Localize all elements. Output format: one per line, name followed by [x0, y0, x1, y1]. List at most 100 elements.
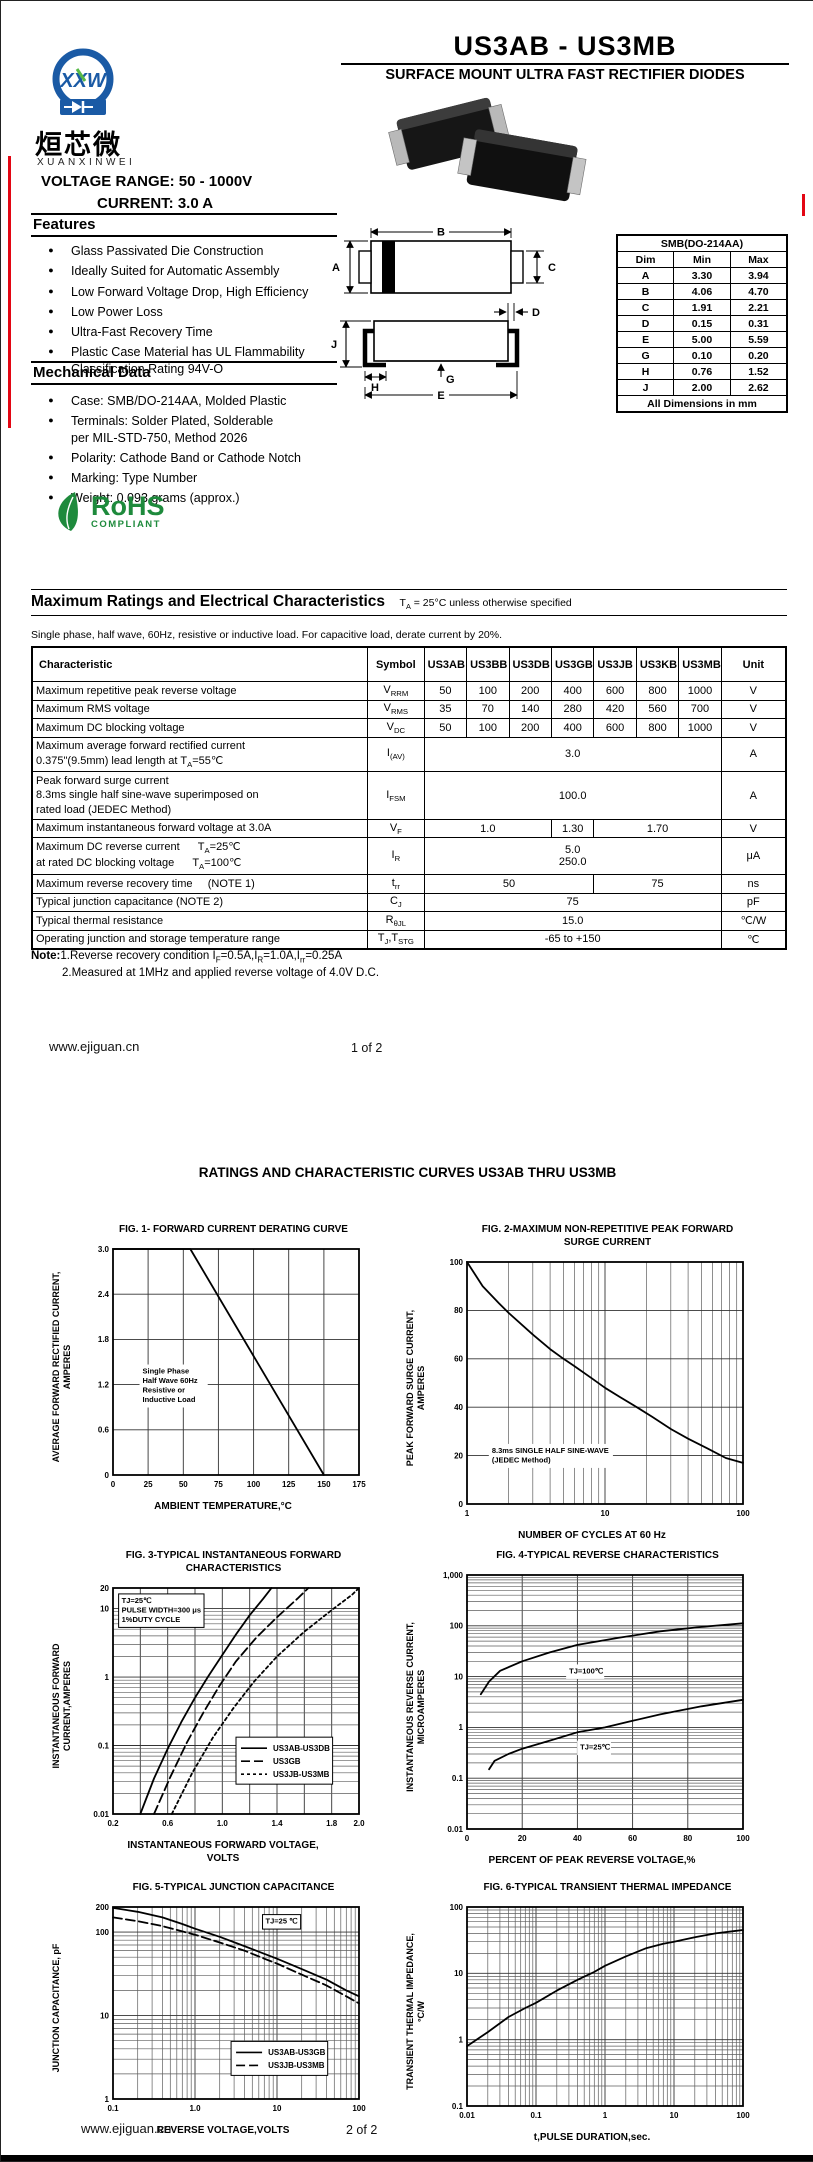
package-outline-diagram: B A C D J G: [331, 227, 556, 403]
figure-y-axis-label: JUNCTION CAPACITANCE, pF: [51, 1943, 61, 2073]
ratings-heading: Maximum Ratings and Electrical Character…: [31, 593, 386, 610]
page-bottom-rule: [1, 2155, 813, 2161]
mechanical-heading: Mechanical Data: [31, 361, 337, 385]
ratings-col-header: US3KB: [635, 646, 680, 682]
svg-text:100: 100: [736, 2111, 750, 2120]
figure-x-axis-label: AMBIENT TEMPERATURE,°C: [154, 1501, 292, 1512]
svg-text:1.0: 1.0: [217, 1819, 229, 1828]
dim-label-G: G: [446, 374, 455, 386]
svg-text:1.2: 1.2: [98, 1380, 110, 1389]
footer-website: www.ejiguan.cn: [81, 2121, 172, 2136]
svg-text:80: 80: [683, 1834, 692, 1843]
svg-text:1.8: 1.8: [326, 1819, 338, 1828]
svg-text:US3AB-US3GB: US3AB-US3GB: [268, 2048, 326, 2057]
bullet-item: ● Plastic Case Material has UL Flammabili…: [31, 344, 341, 377]
footnote-1: Note:1.Reverse recovery condition IF=0.5…: [31, 950, 343, 965]
figure-6-transient-thermal-impedance: FIG. 6-TYPICAL TRANSIENT THERMAL IMPEDAN…: [403, 1881, 788, 2145]
title-underline: [341, 63, 789, 65]
svg-text:0.01: 0.01: [93, 1810, 109, 1819]
dim-label-E: E: [437, 390, 444, 402]
svg-text:0: 0: [465, 1834, 470, 1843]
ratings-col-header: US3JB: [593, 646, 637, 682]
svg-text:1: 1: [105, 2095, 110, 2104]
svg-text:10: 10: [454, 1672, 463, 1681]
page-1: XXW 烜芯微 XUANXINWEI US3AB - US3MB SURFACE…: [1, 1, 813, 1081]
ratings-heading-block: Maximum Ratings and Electrical Character…: [31, 589, 787, 617]
figure-y-axis-label: PEAK FORWARD SURGE CURRENT, AMPERES: [405, 1309, 426, 1467]
svg-text:150: 150: [317, 1480, 331, 1489]
ratings-col-header: US3GB: [550, 646, 595, 682]
brand-name-latin: XUANXINWEI: [37, 157, 136, 168]
ratings-col-header: Unit: [720, 646, 787, 682]
dim-label-H: H: [371, 382, 379, 394]
svg-text:50: 50: [179, 1480, 188, 1489]
svg-text:TJ=25℃: TJ=25℃: [580, 1743, 610, 1752]
svg-text:100: 100: [450, 1622, 464, 1631]
svg-text:10: 10: [670, 2111, 679, 2120]
figure-title: FIG. 6-TYPICAL TRANSIENT THERMAL IMPEDAN…: [483, 1882, 732, 1893]
page-title: US3AB - US3MB: [453, 31, 677, 61]
bullet-icon: ●: [48, 265, 54, 276]
figure-1-forward-current-derating: FIG. 1- FORWARD CURRENT DERATING CURVE A…: [49, 1223, 394, 1514]
ratings-row: Typical junction capacitance (NOTE 2) CJ 7…: [31, 892, 787, 913]
dim-label-J: J: [331, 339, 337, 351]
figure-2-peak-forward-surge-current: FIG. 2-MAXIMUM NON-REPETITIVE PEAK FORWA…: [403, 1223, 788, 1543]
svg-text:1: 1: [465, 1509, 470, 1518]
bullet-item: ● Weight: 0.093 grams (approx.): [31, 490, 341, 506]
svg-text:0.1: 0.1: [452, 2102, 464, 2111]
svg-text:175: 175: [352, 1480, 366, 1489]
dims-col-header: Dim: [616, 251, 675, 268]
svg-text:US3GB: US3GB: [273, 1757, 301, 1766]
svg-text:100: 100: [450, 1903, 464, 1912]
figure-y-axis-label: TRANSIENT THERMAL IMPEDANCE, °C/W: [405, 1933, 426, 2090]
figure-chart: 0.2 0.6 1.0 1.4 1.8 2.0 0.01 0.1 1 10 20 TJ=25℃PULS…: [93, 1584, 365, 1828]
ratings-row: Maximum repetitive peak reverse voltage V…: [31, 681, 787, 701]
svg-text:8.3ms SINGLE HALF SINE-WAVE: 8.3ms SINGLE HALF SINE-WAVE: [492, 1446, 609, 1455]
dims-row: A 3.30 3.94: [616, 267, 788, 284]
svg-text:(JEDEC Method): (JEDEC Method): [492, 1455, 551, 1464]
ratings-row: Operating junction and storage temperatu…: [31, 929, 787, 950]
svg-text:0: 0: [459, 1500, 464, 1509]
ratings-col-header: US3BB: [466, 646, 510, 682]
dims-row: C 1.91 2.21: [616, 299, 788, 316]
bullet-icon: ●: [48, 415, 54, 426]
ratings-row: Maximum reverse recovery time (NOTE 1) tr…: [31, 874, 787, 894]
svg-text:10: 10: [100, 1604, 109, 1613]
svg-text:100: 100: [247, 1480, 261, 1489]
svg-text:US3JB-US3MB: US3JB-US3MB: [273, 1770, 330, 1779]
ratings-col-header: Characteristic: [31, 646, 369, 682]
current-rating: CURRENT: 3.0 A: [97, 195, 214, 212]
svg-text:1.8: 1.8: [98, 1335, 110, 1344]
bullet-icon: ●: [48, 395, 54, 405]
figure-x-axis-label: NUMBER OF CYCLES AT 60 Hz: [518, 1530, 666, 1541]
ratings-row: Maximum instantaneous forward voltage at…: [31, 818, 787, 839]
ratings-row: Maximum average forward rectified curren…: [31, 736, 787, 773]
ratings-row: Typical thermal resistance RθJL 15.0 ℃/W: [31, 911, 787, 931]
svg-text:0: 0: [105, 1471, 110, 1480]
ratings-col-header: US3MB: [678, 646, 722, 682]
footer-page-number: 2 of 2: [346, 2123, 378, 2137]
svg-text:0.01: 0.01: [447, 1825, 463, 1834]
figure-title: FIG. 3-TYPICAL INSTANTANEOUS FORWARD CHAR…: [125, 1550, 342, 1574]
ratings-col-header: US3AB: [423, 646, 468, 682]
svg-text:0.1: 0.1: [98, 1741, 110, 1750]
dims-row: H 0.76 1.52: [616, 363, 788, 380]
svg-text:PULSE WIDTH=300 μs: PULSE WIDTH=300 μs: [122, 1605, 201, 1614]
svg-text:TJ=25 ℃: TJ=25 ℃: [266, 1917, 299, 1926]
svg-text:40: 40: [454, 1403, 463, 1412]
dims-col-header: Max: [729, 251, 788, 268]
bullet-item: ● Polarity: Cathode Band or Cathode Notch: [31, 450, 341, 466]
svg-text:20: 20: [518, 1834, 527, 1843]
svg-text:0.6: 0.6: [162, 1819, 174, 1828]
ratings-row: Maximum DC blocking voltage VDC 50 100 200 40…: [31, 718, 787, 738]
figure-x-axis-label: REVERSE VOLTAGE,VOLTS: [156, 2125, 290, 2136]
svg-text:TJ=100℃: TJ=100℃: [569, 1666, 604, 1675]
footer-page-number: 1 of 2: [351, 1041, 383, 1055]
svg-text:100: 100: [736, 1834, 750, 1843]
ratings-table: Characteristic Symbol US3AB US3BB US3DB US3GB…: [31, 646, 787, 951]
rohs-text: RoHS: [91, 490, 165, 521]
svg-text:60: 60: [628, 1834, 637, 1843]
figure-title: FIG. 5-TYPICAL JUNCTION CAPACITANCE: [132, 1882, 335, 1893]
bullet-item: ● Ideally Suited for Automatic Assembly: [31, 263, 341, 279]
page-subtitle: SURFACE MOUNT ULTRA FAST RECTIFIER DIODE…: [385, 67, 745, 83]
